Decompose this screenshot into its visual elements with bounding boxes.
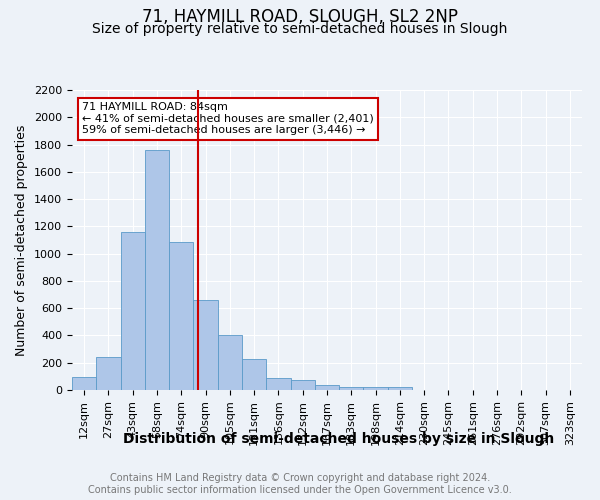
Text: 71 HAYMILL ROAD: 84sqm
← 41% of semi-detached houses are smaller (2,401)
59% of : 71 HAYMILL ROAD: 84sqm ← 41% of semi-det… [82,102,374,135]
Bar [290,380,315,390]
Bar [242,358,266,390]
Bar [388,388,412,390]
Bar [72,377,96,390]
Text: Contains HM Land Registry data © Crown copyright and database right 2024.
Contai: Contains HM Land Registry data © Crown c… [88,474,512,495]
Bar [266,378,290,390]
Y-axis label: Number of semi-detached properties: Number of semi-detached properties [16,124,28,356]
Bar [339,386,364,390]
Bar [121,232,145,390]
Text: Distribution of semi-detached houses by size in Slough: Distribution of semi-detached houses by … [124,432,554,446]
Bar [218,336,242,390]
Bar [145,150,169,390]
Text: Size of property relative to semi-detached houses in Slough: Size of property relative to semi-detach… [92,22,508,36]
Text: 71, HAYMILL ROAD, SLOUGH, SL2 2NP: 71, HAYMILL ROAD, SLOUGH, SL2 2NP [142,8,458,26]
Bar [364,388,388,390]
Bar [315,385,339,390]
Bar [193,300,218,390]
Bar [169,242,193,390]
Bar [96,358,121,390]
